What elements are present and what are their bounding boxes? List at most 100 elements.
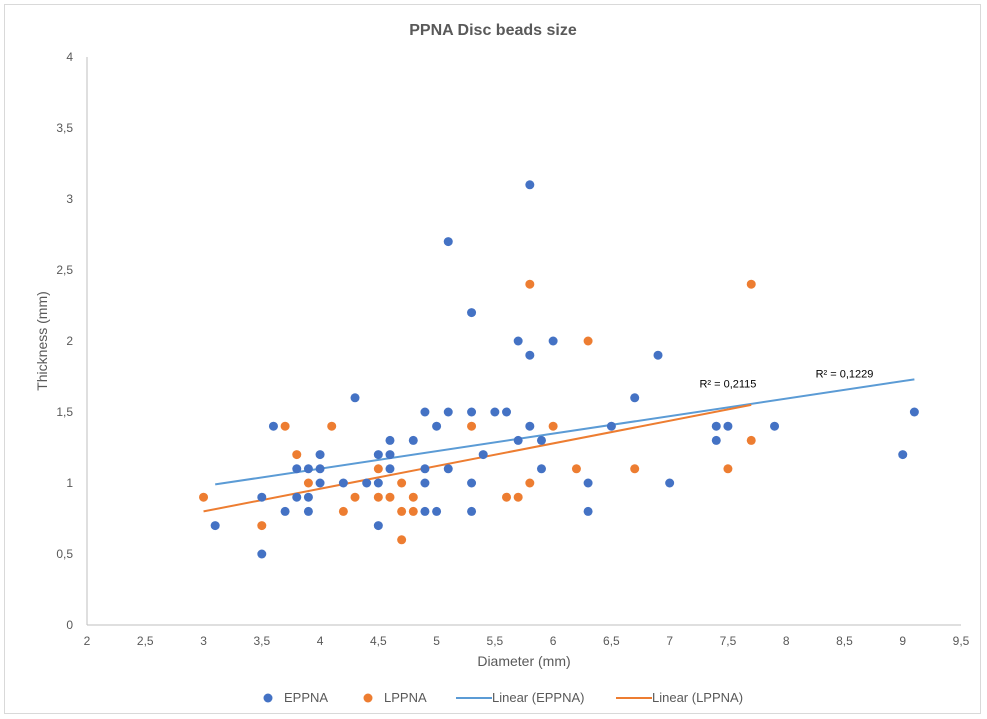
point-lppna	[257, 521, 267, 531]
y-tick-label: 3	[66, 192, 73, 206]
x-tick-label: 5	[433, 634, 440, 648]
point-lppna	[408, 492, 418, 502]
point-eppna	[723, 421, 733, 431]
point-lppna	[350, 492, 360, 502]
point-eppna	[303, 492, 313, 502]
y-tick-label: 4	[66, 50, 73, 64]
point-eppna	[420, 407, 430, 417]
point-eppna	[432, 506, 442, 516]
x-tick-label: 8,5	[836, 634, 853, 648]
point-lppna	[746, 279, 756, 289]
x-tick-label: 8	[783, 634, 790, 648]
point-eppna	[408, 435, 418, 445]
x-tick-label: 7	[666, 634, 673, 648]
x-tick-label: 9,5	[953, 634, 970, 648]
r-squared-labels: R² = 0,1229 R² = 0,2115	[699, 368, 873, 390]
point-lppna	[280, 421, 290, 431]
point-eppna	[898, 450, 908, 460]
y-tick-label: 0,5	[56, 547, 73, 561]
legend-label: Linear (EPPNA)	[492, 690, 584, 705]
point-eppna	[338, 478, 348, 488]
point-eppna	[385, 464, 395, 474]
legend: EPPNA LPPNA Linear (EPPNA) Linear (LPPNA)	[263, 690, 743, 705]
point-eppna	[525, 350, 535, 360]
point-eppna	[385, 450, 395, 460]
x-axis-title: Diameter (mm)	[477, 653, 570, 669]
point-eppna	[315, 478, 325, 488]
point-eppna	[770, 421, 780, 431]
point-eppna	[665, 478, 675, 488]
x-tick-label: 9	[899, 634, 906, 648]
point-lppna	[303, 478, 313, 488]
legend-marker-lppna	[363, 693, 373, 703]
r-squared-label: R² = 0,2115	[699, 378, 756, 390]
point-lppna	[397, 478, 407, 488]
point-lppna	[525, 279, 535, 289]
point-eppna	[443, 464, 453, 474]
point-lppna	[327, 421, 337, 431]
trendlines	[203, 378, 915, 513]
y-axis-title: Thickness (mm)	[34, 291, 50, 391]
point-eppna	[292, 464, 302, 474]
point-eppna	[513, 435, 523, 445]
point-lppna	[723, 464, 733, 474]
point-eppna	[653, 350, 663, 360]
point-eppna	[583, 478, 593, 488]
chart-title: PPNA Disc beads size	[409, 22, 577, 39]
point-eppna	[525, 180, 535, 190]
x-tick-labels: 2 2,5 3 3,5 4 4,5 5 5,5 6 6,5 7 7,5 8 8,5 9 9,5	[84, 634, 970, 648]
point-eppna	[210, 521, 220, 531]
point-eppna	[909, 407, 919, 417]
point-lppna	[199, 492, 209, 502]
x-tick-label: 3,5	[253, 634, 270, 648]
point-lppna	[548, 421, 558, 431]
point-eppna	[711, 435, 721, 445]
point-eppna	[583, 506, 593, 516]
point-eppna	[606, 421, 616, 431]
point-lppna	[571, 464, 581, 474]
legend-marker-eppna	[263, 693, 273, 703]
point-lppna	[373, 464, 383, 474]
point-lppna	[338, 506, 348, 516]
point-eppna	[536, 435, 546, 445]
point-lppna	[630, 464, 640, 474]
point-eppna	[467, 506, 477, 516]
point-eppna	[467, 478, 477, 488]
point-eppna	[292, 492, 302, 502]
legend-label: Linear (LPPNA)	[652, 690, 743, 705]
point-lppna	[513, 492, 523, 502]
point-eppna	[513, 336, 523, 346]
point-eppna	[443, 407, 453, 417]
trendline-linear-eppna	[215, 378, 915, 486]
point-eppna	[373, 450, 383, 460]
point-lppna	[467, 421, 477, 431]
point-lppna	[746, 435, 756, 445]
point-eppna	[257, 549, 267, 559]
point-lppna	[525, 478, 535, 488]
trendline-linear-lppna	[203, 403, 752, 513]
x-tick-label: 7,5	[720, 634, 737, 648]
point-eppna	[303, 506, 313, 516]
y-tick-label: 1,5	[56, 405, 73, 419]
x-tick-label: 2	[84, 634, 91, 648]
point-lppna	[583, 336, 593, 346]
point-lppna	[502, 492, 512, 502]
point-eppna	[432, 421, 442, 431]
point-eppna	[420, 478, 430, 488]
point-eppna	[490, 407, 500, 417]
point-lppna	[397, 535, 407, 545]
x-tick-label: 5,5	[487, 634, 504, 648]
y-tick-label: 2,5	[56, 263, 73, 277]
point-eppna	[350, 393, 360, 403]
point-lppna	[408, 506, 418, 516]
legend-label: LPPNA	[384, 690, 427, 705]
y-tick-labels: 0 0,5 1 1,5 2 2,5 3 3,5 4	[56, 50, 73, 632]
point-eppna	[478, 450, 488, 460]
point-eppna	[373, 478, 383, 488]
point-eppna	[315, 450, 325, 460]
point-lppna	[397, 506, 407, 516]
point-lppna	[373, 492, 383, 502]
point-eppna	[420, 464, 430, 474]
y-tick-label: 1	[66, 476, 73, 490]
